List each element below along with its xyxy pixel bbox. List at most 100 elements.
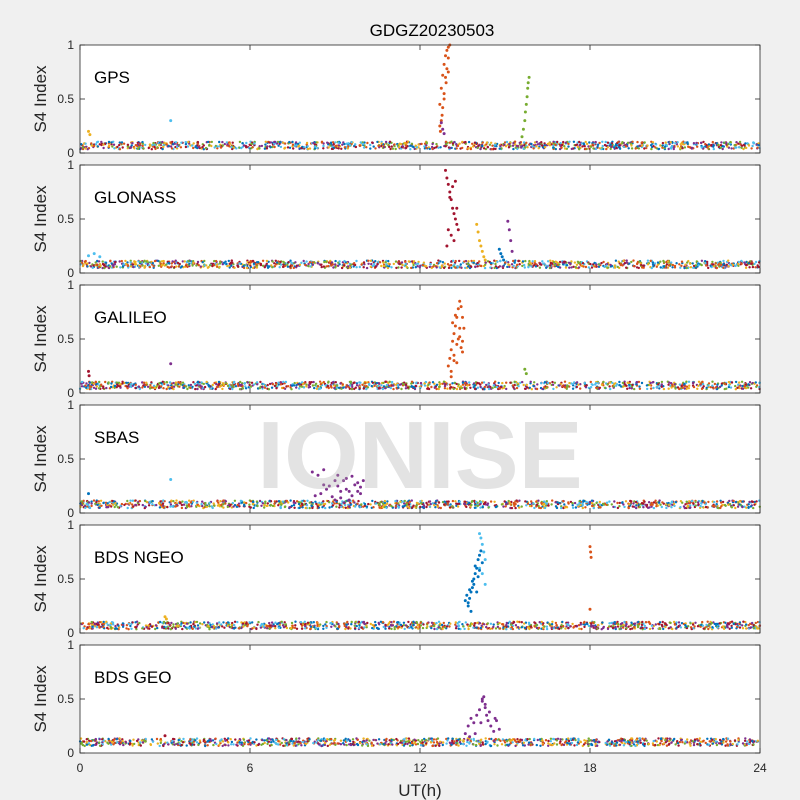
baseline-point — [380, 264, 383, 268]
baseline-point — [717, 145, 721, 149]
baseline-point — [148, 500, 151, 504]
baseline-point — [162, 499, 165, 502]
baseline-point — [660, 380, 664, 384]
baseline-point — [276, 261, 279, 264]
baseline-point — [696, 387, 699, 390]
baseline-point — [273, 265, 277, 268]
baseline-point — [393, 143, 396, 146]
baseline-point — [528, 259, 531, 263]
baseline-point — [610, 503, 613, 506]
baseline-point — [226, 505, 229, 509]
baseline-point — [685, 385, 689, 388]
baseline-point — [137, 385, 140, 388]
baseline-point — [692, 266, 695, 269]
baseline-point — [97, 387, 101, 390]
baseline-point — [630, 260, 633, 264]
baseline-point — [147, 146, 150, 150]
baseline-point — [671, 266, 674, 269]
baseline-point — [80, 143, 83, 146]
baseline-point — [632, 264, 635, 268]
baseline-point — [637, 147, 641, 150]
baseline-point — [394, 147, 397, 151]
baseline-point — [683, 266, 686, 270]
baseline-point — [730, 147, 733, 150]
baseline-point — [650, 505, 653, 508]
baseline-point — [585, 384, 588, 387]
baseline-point — [510, 506, 514, 510]
baseline-point — [179, 501, 182, 505]
baseline-point — [591, 383, 594, 387]
baseline-point — [705, 386, 708, 389]
data-point — [502, 258, 506, 262]
data-point — [458, 326, 462, 330]
baseline-point — [484, 263, 487, 266]
baseline-point — [712, 265, 716, 268]
baseline-point — [166, 265, 169, 269]
baseline-point — [158, 144, 161, 147]
baseline-point — [122, 142, 126, 145]
baseline-point — [675, 262, 678, 265]
baseline-point — [732, 504, 735, 507]
baseline-point — [213, 381, 216, 385]
baseline-point — [416, 262, 420, 265]
baseline-point — [134, 504, 138, 507]
baseline-point — [563, 380, 567, 383]
baseline-point — [215, 386, 219, 389]
baseline-point — [637, 266, 640, 270]
data-point — [451, 206, 455, 210]
baseline-point — [581, 145, 584, 148]
baseline-point — [228, 142, 232, 146]
baseline-point — [80, 147, 83, 150]
baseline-point — [588, 141, 591, 144]
baseline-point — [439, 382, 442, 386]
baseline-point — [156, 146, 159, 149]
y-tick-label: 1 — [67, 398, 74, 412]
baseline-point — [556, 140, 559, 144]
baseline-point — [667, 383, 670, 386]
baseline-point — [261, 502, 265, 505]
baseline-point — [734, 384, 737, 388]
baseline-point — [441, 261, 445, 264]
data-point — [483, 258, 487, 262]
baseline-point — [731, 263, 735, 266]
baseline-point — [583, 625, 586, 629]
baseline-point — [447, 500, 450, 503]
baseline-point — [571, 382, 574, 386]
baseline-point — [180, 506, 184, 510]
baseline-point — [186, 145, 190, 148]
baseline-point — [97, 260, 101, 263]
baseline-point — [346, 265, 350, 268]
series-2 — [439, 121, 446, 136]
baseline-point — [202, 144, 205, 147]
baseline-point — [563, 503, 566, 506]
baseline-point — [490, 148, 493, 151]
baseline-point — [118, 143, 121, 147]
baseline-point — [605, 501, 609, 504]
baseline-point — [684, 503, 687, 506]
baseline-point — [191, 385, 194, 388]
data-point — [444, 75, 447, 79]
baseline-point — [271, 383, 275, 386]
baseline-point — [382, 385, 386, 388]
baseline-point — [487, 383, 490, 386]
baseline-point — [252, 506, 255, 510]
baseline-point — [563, 386, 567, 389]
baseline-point — [435, 266, 438, 269]
baseline-point — [369, 265, 372, 268]
baseline-point — [255, 263, 258, 266]
baseline-point — [616, 501, 619, 505]
baseline-point — [162, 145, 165, 149]
baseline-point — [277, 262, 281, 265]
baseline-point — [751, 500, 755, 504]
baseline-point — [248, 381, 251, 384]
baseline-point — [750, 147, 753, 150]
baseline-point — [114, 624, 117, 628]
baseline-point — [226, 143, 229, 146]
baseline-point — [523, 144, 526, 147]
baseline-point — [722, 266, 725, 269]
baseline-point — [712, 147, 715, 151]
baseline-point — [625, 266, 628, 269]
baseline-point — [630, 144, 633, 147]
baseline-point — [530, 142, 533, 146]
baseline-point — [734, 264, 737, 268]
